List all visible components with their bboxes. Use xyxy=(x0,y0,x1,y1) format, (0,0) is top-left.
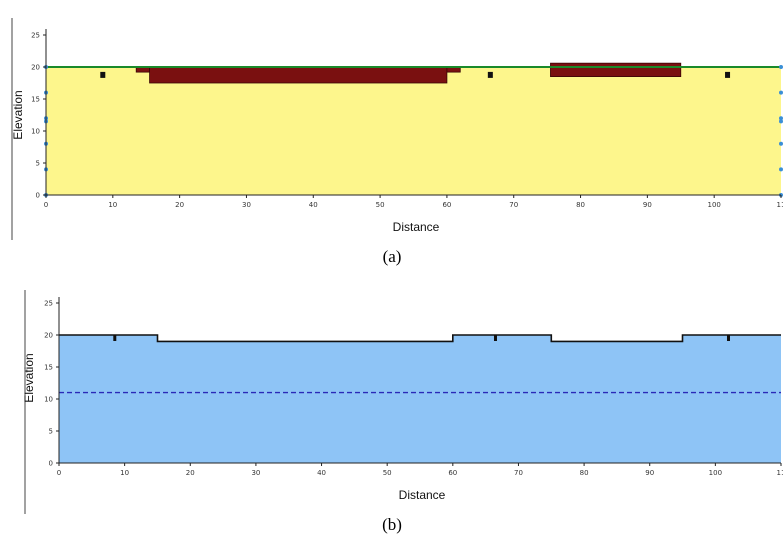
panel-b-y-axis-label: Elevation xyxy=(22,353,36,402)
point-marker xyxy=(726,335,730,341)
panel-a: 0102030405060708090100110510152025 Eleva… xyxy=(11,18,783,266)
panel-a-y-tick-label: 10 xyxy=(31,128,40,136)
panel-a-y-tick-label: 0 xyxy=(36,192,40,200)
boundary-point-right xyxy=(779,141,783,146)
panel-a-x-tick-label: 20 xyxy=(175,201,184,209)
panel-a-x-tick-label: 80 xyxy=(576,201,585,209)
point-marker xyxy=(487,71,493,78)
panel-b-x-tick-label: 70 xyxy=(514,469,523,477)
boundary-point-right xyxy=(779,116,783,121)
panel-b-y-tick-label: 5 xyxy=(49,428,53,436)
structure-block xyxy=(149,66,448,84)
point-marker xyxy=(100,71,106,78)
panel-a-x-tick-label: 11 xyxy=(777,201,783,209)
panel-b-x-tick-label: 50 xyxy=(383,469,392,477)
panel-b-y-tick-label: 25 xyxy=(44,300,53,308)
boundary-point-right xyxy=(779,119,783,124)
panel-b-x-tick-label: 0 xyxy=(57,469,61,477)
panel-b-y-tick-label: 10 xyxy=(44,396,53,404)
panel-b-y-tick-label: 20 xyxy=(44,332,53,340)
panel-a-x-tick-label: 30 xyxy=(242,201,251,209)
panel-b-x-tick-label: 60 xyxy=(448,469,457,477)
panel-a-y-tick-label: 20 xyxy=(31,64,40,72)
panel-b-plot-area: 0102030405060708090100110510152025 xyxy=(44,297,783,477)
panel-a-x-tick-label: 90 xyxy=(643,201,652,209)
panel-b-y-tick-label: 15 xyxy=(44,364,53,372)
panel-b-x-axis-label: Distance xyxy=(399,488,446,502)
panel-a-y-tick-label: 5 xyxy=(36,160,40,168)
panel-b-x-tick-label: 80 xyxy=(580,469,589,477)
boundary-point-right xyxy=(779,167,783,172)
point-marker xyxy=(725,71,731,78)
panel-a-x-axis-label: Distance xyxy=(393,220,440,234)
panel-b-x-tick-label: 40 xyxy=(317,469,326,477)
soil-region xyxy=(46,67,781,195)
panel-a-caption: (a) xyxy=(383,247,402,266)
panel-b: 0102030405060708090100110510152025 Eleva… xyxy=(22,290,783,534)
panel-a-plot-area: 0102030405060708090100110510152025 xyxy=(31,29,783,209)
panel-a-x-tick-label: 70 xyxy=(509,201,518,209)
boundary-point-right xyxy=(779,65,783,69)
structure-block xyxy=(550,62,682,77)
panel-a-x-tick-label: 0 xyxy=(44,201,48,209)
boundary-point-right xyxy=(779,90,783,95)
panel-a-x-tick-label: 10 xyxy=(108,201,117,209)
panel-a-x-tick-label: 50 xyxy=(376,201,385,209)
panel-a-y-tick-label: 15 xyxy=(31,96,40,104)
panel-a-y-tick-label: 25 xyxy=(31,32,40,40)
panel-b-x-tick-label: 100 xyxy=(709,469,722,477)
panel-a-x-tick-label: 100 xyxy=(707,201,720,209)
point-marker xyxy=(113,335,117,341)
panel-b-x-tick-label: 10 xyxy=(120,469,129,477)
panel-b-x-tick-label: 90 xyxy=(645,469,654,477)
panel-a-y-axis-label: Elevation xyxy=(11,90,25,139)
panel-b-caption: (b) xyxy=(382,515,402,534)
point-marker xyxy=(493,335,497,341)
panel-b-x-tick-label: 30 xyxy=(251,469,260,477)
panel-a-x-tick-label: 40 xyxy=(309,201,318,209)
panel-b-y-tick-label: 0 xyxy=(49,460,53,468)
panel-a-x-tick-label: 60 xyxy=(442,201,451,209)
surface-profile-line xyxy=(59,334,781,343)
model-region xyxy=(59,335,781,463)
panel-b-x-tick-label: 20 xyxy=(186,469,195,477)
panel-b-x-tick-label: 11 xyxy=(777,469,783,477)
